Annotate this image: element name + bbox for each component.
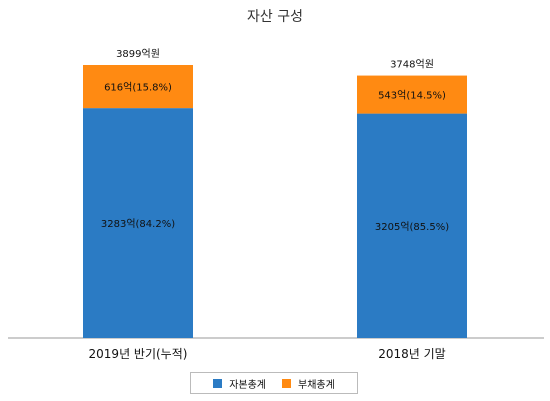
legend-label-equity: 자본총계 — [229, 379, 266, 391]
data-label-equity-1: 3205억(85.5%) — [375, 221, 449, 233]
data-label-liabilities-1: 543억(14.5%) — [378, 90, 446, 102]
legend-item-liabilities[interactable]: 부채총계 — [282, 376, 335, 391]
legend-item-equity[interactable]: 자본총계 — [213, 376, 266, 391]
data-label-liabilities-0: 616억(15.8%) — [104, 82, 172, 94]
bar-liabilities-1[interactable] — [357, 75, 467, 114]
chart-title: 자산 구성 — [247, 9, 303, 25]
bars-layer: 3283억(84.2%) 616억(15.8%) 3899억원 2019년 반기(누적… — [83, 48, 467, 361]
total-label-1: 3748억원 — [390, 59, 434, 71]
data-label-equity-0: 3283억(84.2%) — [101, 218, 175, 230]
legend-swatch-liabilities — [282, 378, 291, 388]
total-label-0: 3899억원 — [116, 48, 160, 60]
x-tick-label-1: 2018년 기말 — [378, 347, 445, 361]
bar-liabilities-0[interactable] — [83, 65, 193, 109]
legend-swatch-equity — [213, 378, 223, 388]
legend-label-liabilities: 부채총계 — [298, 379, 335, 391]
bar-equity-1[interactable] — [357, 113, 467, 338]
x-tick-label-0: 2019년 반기(누적) — [89, 347, 188, 361]
bar-equity-0[interactable] — [83, 108, 193, 338]
legend: 자본총계 부채총계 — [190, 372, 358, 394]
